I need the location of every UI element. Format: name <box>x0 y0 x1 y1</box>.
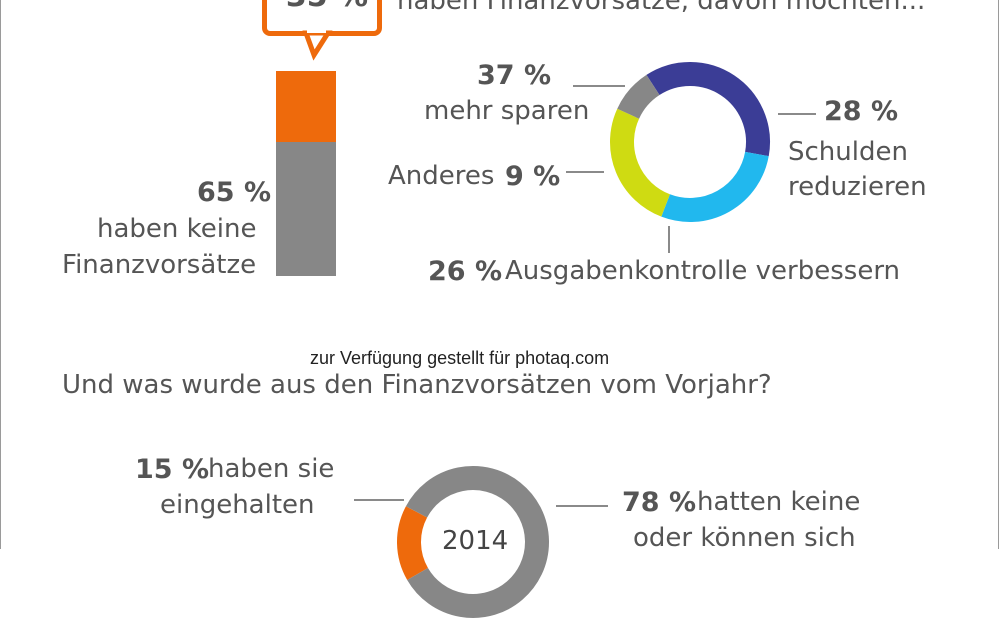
donut-chart-goals <box>610 62 770 222</box>
label-schulden-line1: Schulden <box>788 137 908 167</box>
donut1-slice-3 <box>610 108 671 217</box>
callout-value: 35 % <box>267 0 387 14</box>
question-heading: Und was wurde aus den Finanzvorsätzen vo… <box>62 370 772 400</box>
label-anderes-value: 9 % <box>505 161 561 192</box>
no-resolutions-line1: haben keine <box>97 214 257 244</box>
donut1-slice-2 <box>661 151 769 222</box>
bar-segment-have <box>276 71 336 142</box>
label-schulden-value: 28 % <box>824 96 899 127</box>
leader-sparen <box>573 85 625 87</box>
donut1-slice-4 <box>617 74 660 120</box>
label-sparen-value: 37 % <box>477 60 552 91</box>
label-none-line1: hatten keine <box>697 487 861 517</box>
label-none-line2: oder können sich <box>633 523 856 553</box>
leader-kept <box>354 499 404 501</box>
leader-schulden <box>778 113 816 115</box>
label-anderes-text: Anderes <box>388 161 495 191</box>
no-resolutions-value: 65 % <box>197 177 272 208</box>
donut2-slice-1 <box>397 506 429 580</box>
donut1-slice-1 <box>646 62 770 157</box>
callout-pointer <box>302 27 333 61</box>
label-ausgaben-value: 26 % <box>428 256 503 287</box>
leader-ausgaben <box>668 226 670 253</box>
label-none-value: 78 % <box>622 487 697 518</box>
leader-anderes <box>566 171 604 173</box>
top-heading: haben Finanzvorsätze, davon möchten... <box>397 0 926 16</box>
label-kept-line2: eingehalten <box>160 490 315 520</box>
donut2-center-label: 2014 <box>442 526 509 556</box>
watermark-text: zur Verfügung gestellt für photaq.com <box>310 348 610 368</box>
label-kept-value: 15 % <box>135 454 210 485</box>
label-kept-line1: haben sie <box>208 454 335 484</box>
no-resolutions-line2: Finanzvorsätze <box>62 250 257 280</box>
label-schulden-line2: reduzieren <box>788 172 927 202</box>
donut-chart-2014 <box>397 466 549 618</box>
frame-border <box>0 0 999 549</box>
bar-segment-none <box>276 142 336 276</box>
leader-none <box>556 505 608 507</box>
label-sparen-text: mehr sparen <box>424 96 590 126</box>
label-ausgaben-text: Ausgabenkontrolle verbessern <box>505 256 901 286</box>
